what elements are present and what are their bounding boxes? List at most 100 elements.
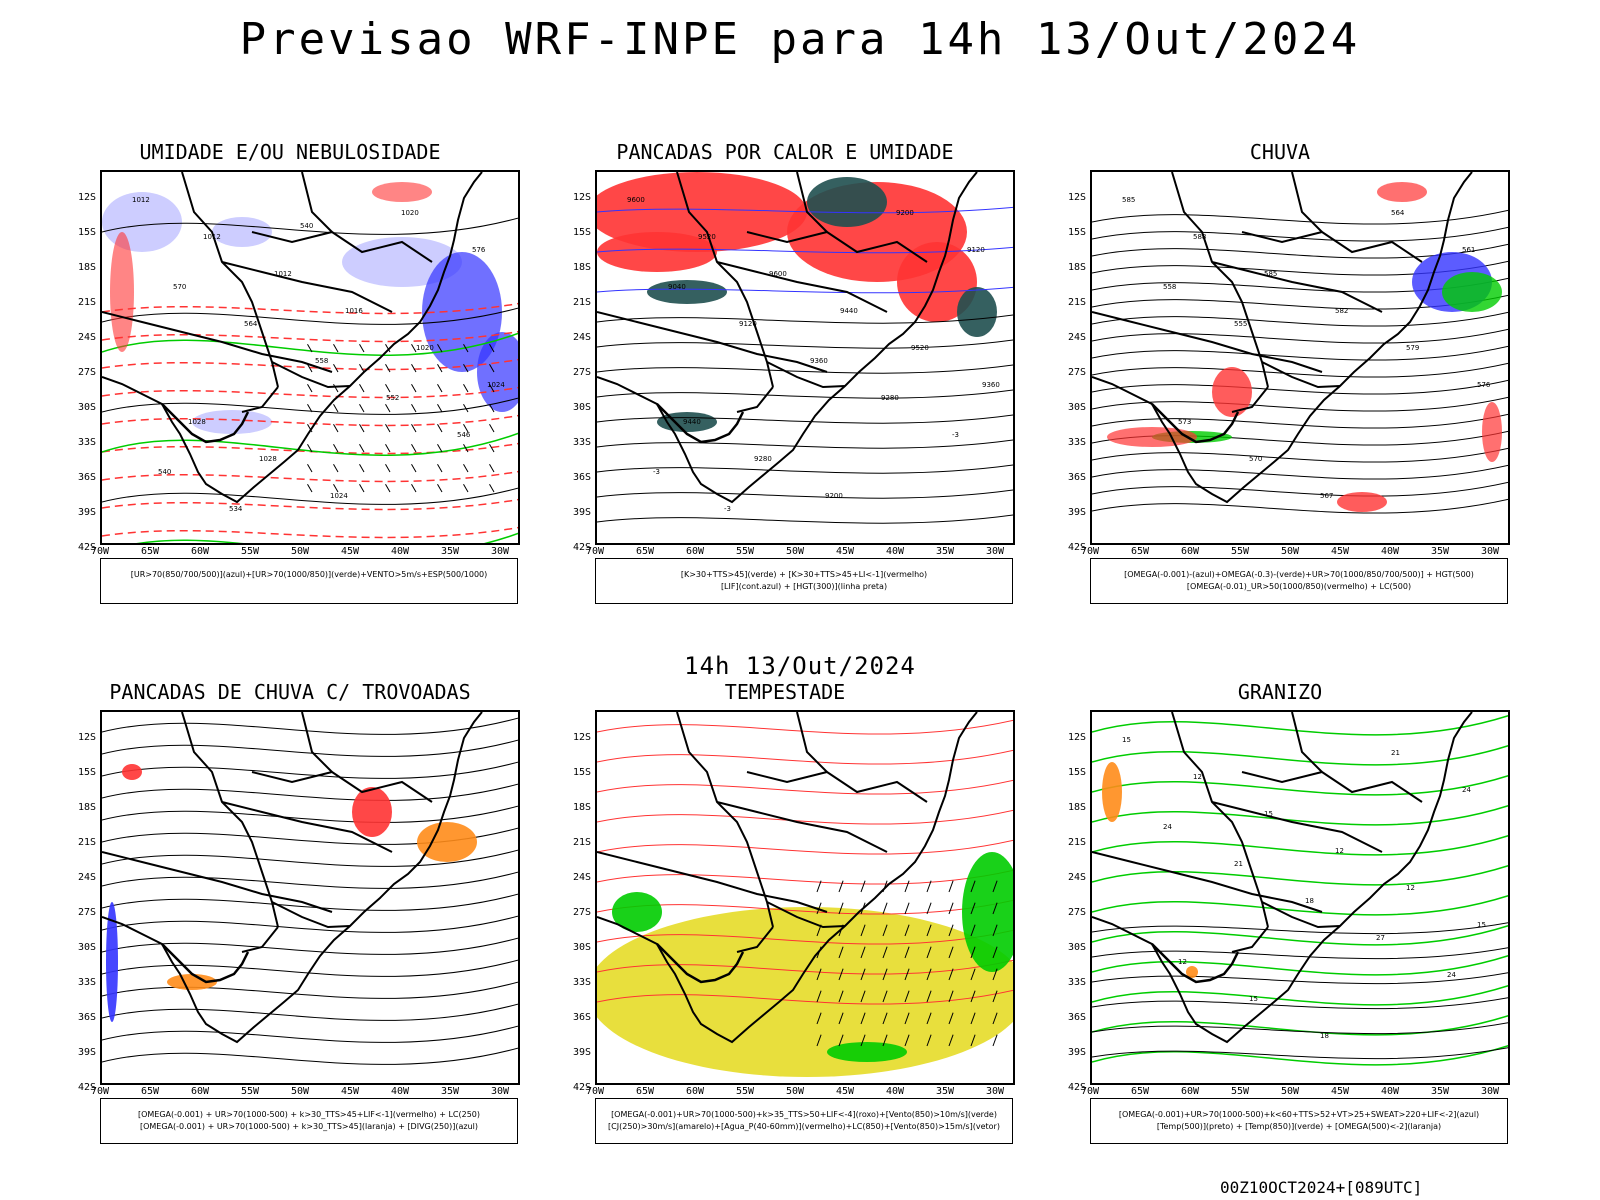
wind-vector-34 xyxy=(359,423,365,433)
hgt500-contour-10 xyxy=(1092,379,1508,395)
wind-vector-53 xyxy=(992,990,998,1003)
hgt300-contour-7 xyxy=(597,489,1013,499)
wind-vector-1 xyxy=(838,880,844,893)
map-frame: 15 12 15 12 12 15 12 15 18 21 24 24 21 18 27 24 xyxy=(1090,710,1510,1085)
hgt500-contour-7 xyxy=(1092,328,1508,344)
map-canvas: 585 588 585 582 579 576 573 570 567 564 561 558 555 xyxy=(1092,172,1508,514)
panel-legend: [OMEGA(-0.001)+UR>70(1000-500)+k<60+TTS>… xyxy=(1090,1098,1508,1144)
thickness-contour-7 xyxy=(102,498,518,511)
lat-tick-label: 42S xyxy=(77,1082,96,1093)
lc850-contour-4 xyxy=(597,839,1013,855)
state-border-6 xyxy=(241,926,279,953)
map-canvas xyxy=(102,712,518,1065)
wind-vector-49 xyxy=(333,463,339,473)
panel-title: TEMPESTADE xyxy=(724,680,846,704)
map-frame xyxy=(595,710,1015,1085)
lat-tick-label: 30S xyxy=(1067,402,1086,413)
wind-vector-7 xyxy=(489,343,495,353)
hgt300-contour-4 xyxy=(597,414,1013,424)
wind-vector-12 xyxy=(411,363,417,373)
hgt300-contour-1 xyxy=(597,339,1013,349)
hgt500-contour-1 xyxy=(1092,226,1508,242)
contour-label-4: 579 xyxy=(1406,344,1419,352)
country-border xyxy=(1151,403,1240,444)
wind-vector-15 xyxy=(948,902,954,915)
lat-tick-label: 24S xyxy=(1067,332,1086,343)
lon-tick-label: 30W xyxy=(490,546,510,557)
lat-tick-label: 39S xyxy=(77,507,96,518)
legend-line: [OMEGA(-0.001) + UR>70(1000-500) + k>30_… xyxy=(139,1122,479,1131)
panel-title: PANCADAS DE CHUVA C/ TROVOADAS xyxy=(109,680,471,704)
state-border-0 xyxy=(181,712,279,928)
wind-vector-32 xyxy=(926,946,932,959)
instability-area-3 xyxy=(597,232,717,272)
state-border-1 xyxy=(597,311,828,373)
hgt300-contour-5 xyxy=(597,439,1013,449)
wind-vector-22 xyxy=(904,924,910,937)
wind-vector-38 xyxy=(860,968,866,981)
temp850-contour-4 xyxy=(1092,834,1508,856)
state-border-2 xyxy=(251,770,433,803)
temp850-contour-10 xyxy=(1092,1014,1508,1036)
wind-vector-51 xyxy=(948,990,954,1003)
state-border-3 xyxy=(301,172,333,233)
forecast-time-heading: 14h 13/Out/2024 xyxy=(684,652,916,680)
contour-label-14: 552 xyxy=(386,394,399,402)
wind-vector-12 xyxy=(882,902,888,915)
state-border-1 xyxy=(597,851,828,913)
thickness-contour-6 xyxy=(102,470,518,483)
lc850-contour-2 xyxy=(597,779,1013,795)
wind-vector-33 xyxy=(948,946,954,959)
state-border-4 xyxy=(221,801,393,853)
legend-line: [OMEGA(-0.001)+UR>70(1000-500)+k<60+TTS>… xyxy=(1118,1110,1480,1119)
wind-vector-42 xyxy=(948,968,954,981)
humidity-area-3 xyxy=(192,410,272,434)
wind-vector-44 xyxy=(992,968,998,981)
temp850-contour-8 xyxy=(1092,954,1508,976)
lat-tick-label: 24S xyxy=(77,872,96,883)
contour-label-3: 1016 xyxy=(345,307,363,315)
storm-area-0 xyxy=(352,787,392,837)
streamline-8 xyxy=(102,893,518,911)
lat-tick-label: 33S xyxy=(572,437,591,448)
state-border-2 xyxy=(1241,230,1423,263)
contour-label-1: 588 xyxy=(1193,233,1206,241)
lon-tick-label: 65W xyxy=(1130,1086,1150,1097)
jet-area-0 xyxy=(597,907,1013,1077)
wind-vector-47 xyxy=(489,443,495,453)
map-frame: 585 588 585 582 579 576 573 570 567 564 561 558 555 xyxy=(1090,170,1510,545)
wind-vector-13 xyxy=(437,363,443,373)
lat-tick-label: 39S xyxy=(572,507,591,518)
wind-vector-61 xyxy=(437,483,443,493)
lon-tick-label: 70W xyxy=(585,546,605,557)
contour-label-9: 9200 xyxy=(896,209,914,217)
contour-label-5: 15 xyxy=(1477,921,1486,929)
wind-vector-46 xyxy=(838,990,844,1003)
wind-vector-33 xyxy=(333,423,339,433)
lon-tick-label: 40W xyxy=(885,546,905,557)
wind-vector-17 xyxy=(333,383,339,393)
humidity-high-area-0 xyxy=(422,252,502,372)
wind-vector-59 xyxy=(385,483,391,493)
streamline-11 xyxy=(102,959,518,977)
lat-tick-label: 21S xyxy=(572,837,591,848)
omega500-area-0 xyxy=(1102,762,1122,822)
contour-label-2: 1012 xyxy=(274,270,292,278)
legend-line: [Temp(500)](preto) + [Temp(850)](verde) … xyxy=(1156,1122,1442,1131)
lon-tick-label: 65W xyxy=(140,546,160,557)
wind-vector-11 xyxy=(385,363,391,373)
wind-vector-50 xyxy=(926,990,932,1003)
lc850-contour-7 xyxy=(597,929,1013,945)
wind-vector-43 xyxy=(385,443,391,453)
wind-vector-48 xyxy=(882,990,888,1003)
legend-line: [OMEGA(-0.001)+UR>70(1000-500)+k>35_TTS>… xyxy=(611,1110,997,1119)
contour-label-0: 585 xyxy=(1122,196,1135,204)
lat-tick-label: 42S xyxy=(1067,1082,1086,1093)
panel-title: GRANIZO xyxy=(1237,680,1323,704)
lat-tick-label: 24S xyxy=(1067,872,1086,883)
contour-label-0: 9600 xyxy=(627,196,645,204)
hgt300-contour-2 xyxy=(597,364,1013,374)
lat-tick-label: 30S xyxy=(77,942,96,953)
wind850-area-2 xyxy=(827,1042,907,1062)
instability-area-0 xyxy=(597,172,807,252)
